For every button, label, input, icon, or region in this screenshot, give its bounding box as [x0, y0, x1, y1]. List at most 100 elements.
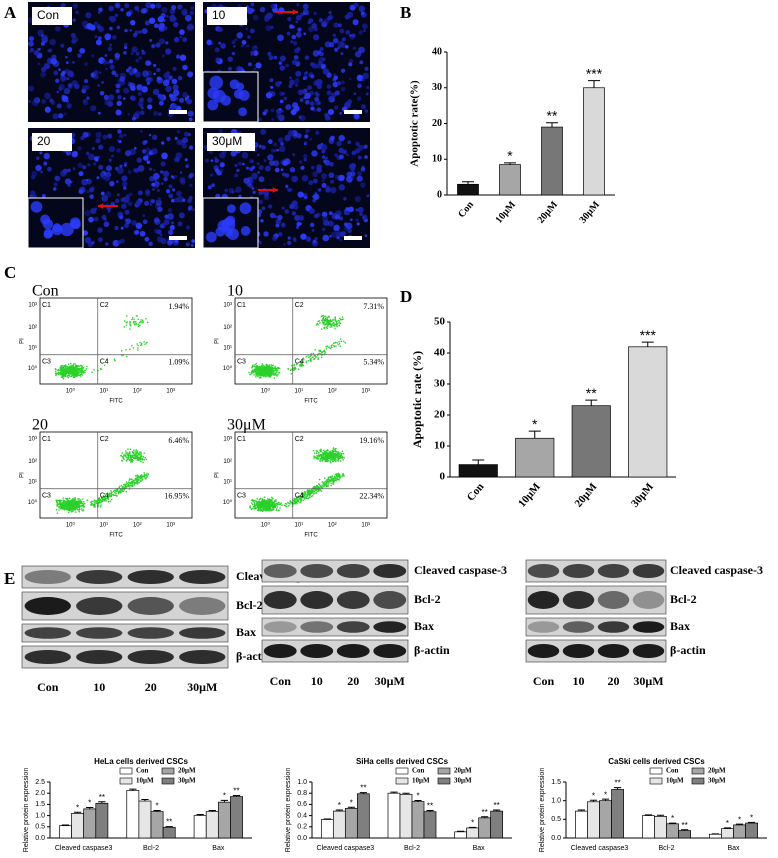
event — [255, 507, 258, 509]
nucleus — [311, 63, 318, 69]
nucleus — [187, 110, 194, 117]
event — [60, 365, 62, 367]
event — [256, 370, 258, 373]
nucleus — [175, 97, 179, 101]
nucleus — [345, 207, 349, 210]
event — [330, 346, 333, 349]
nucleus — [60, 222, 74, 237]
event — [342, 318, 344, 321]
nucleus — [137, 190, 143, 196]
event — [68, 371, 71, 373]
nucleus — [137, 165, 145, 172]
arrow-head — [292, 9, 298, 15]
event — [125, 455, 127, 457]
nucleus — [107, 133, 113, 139]
nucleus — [77, 146, 82, 151]
nucleus — [278, 61, 282, 65]
event — [129, 482, 131, 484]
nucleus — [90, 105, 97, 112]
event — [62, 497, 64, 499]
band — [24, 569, 71, 585]
event — [259, 508, 262, 510]
event — [105, 500, 107, 502]
x-tick-label: 30μM — [629, 480, 656, 509]
event — [307, 497, 309, 500]
nucleus — [295, 20, 299, 24]
nucleus — [67, 168, 71, 173]
event — [251, 370, 254, 373]
event — [305, 360, 308, 363]
event — [312, 352, 315, 355]
event — [340, 452, 343, 455]
event — [330, 484, 333, 487]
nucleus — [147, 104, 153, 110]
nucleus — [250, 2, 255, 7]
event — [65, 369, 68, 371]
event — [267, 504, 269, 507]
nucleus — [108, 146, 116, 153]
event — [103, 364, 106, 367]
nucleus — [93, 21, 98, 26]
nucleus — [314, 96, 319, 102]
event — [120, 350, 123, 352]
nucleus — [142, 70, 149, 78]
nucleus — [230, 150, 237, 157]
band — [300, 643, 334, 659]
event — [77, 498, 80, 500]
band — [76, 627, 123, 639]
event — [65, 497, 67, 500]
event — [275, 369, 277, 371]
event — [257, 375, 259, 378]
event — [74, 504, 77, 507]
event — [262, 509, 265, 511]
nucleus — [348, 206, 354, 213]
event — [137, 318, 140, 321]
event — [57, 369, 60, 372]
nucleus — [65, 150, 72, 156]
nucleus — [259, 6, 266, 13]
nucleus — [58, 87, 63, 91]
event — [251, 365, 254, 368]
y-axis-label: PI — [215, 472, 221, 478]
event — [342, 340, 345, 343]
event — [268, 368, 270, 371]
quadrant-percent: 1.09% — [168, 358, 189, 367]
y-tick-label: 10³ — [28, 302, 37, 308]
event — [123, 454, 125, 456]
nucleus — [366, 85, 370, 90]
event — [122, 456, 124, 458]
event — [79, 367, 81, 370]
quadrant-percent: 19.16% — [359, 436, 384, 445]
event — [334, 327, 336, 330]
nucleus — [38, 47, 41, 51]
event — [334, 452, 337, 454]
nucleus — [321, 182, 327, 188]
bar — [457, 183, 479, 196]
bar — [138, 800, 152, 839]
nucleus — [137, 9, 140, 13]
event — [294, 500, 297, 503]
nucleus — [251, 172, 258, 180]
nucleus — [281, 109, 284, 113]
event — [122, 483, 125, 486]
event — [83, 502, 86, 505]
nucleus — [327, 220, 334, 227]
nucleus — [322, 234, 330, 242]
event — [264, 501, 266, 504]
x-tick-label: 10² — [328, 523, 337, 529]
lane-label: Con — [533, 674, 555, 688]
event — [299, 360, 301, 363]
event — [319, 485, 322, 488]
nucleus — [280, 168, 284, 172]
nucleus — [249, 28, 255, 34]
event — [330, 482, 332, 485]
nucleus — [191, 244, 194, 247]
event — [67, 363, 70, 366]
event — [271, 373, 273, 375]
event — [145, 458, 148, 461]
event — [319, 350, 322, 353]
nucleus — [321, 227, 326, 232]
nucleus — [236, 168, 240, 173]
nucleus — [253, 67, 257, 71]
nucleus — [163, 219, 170, 226]
